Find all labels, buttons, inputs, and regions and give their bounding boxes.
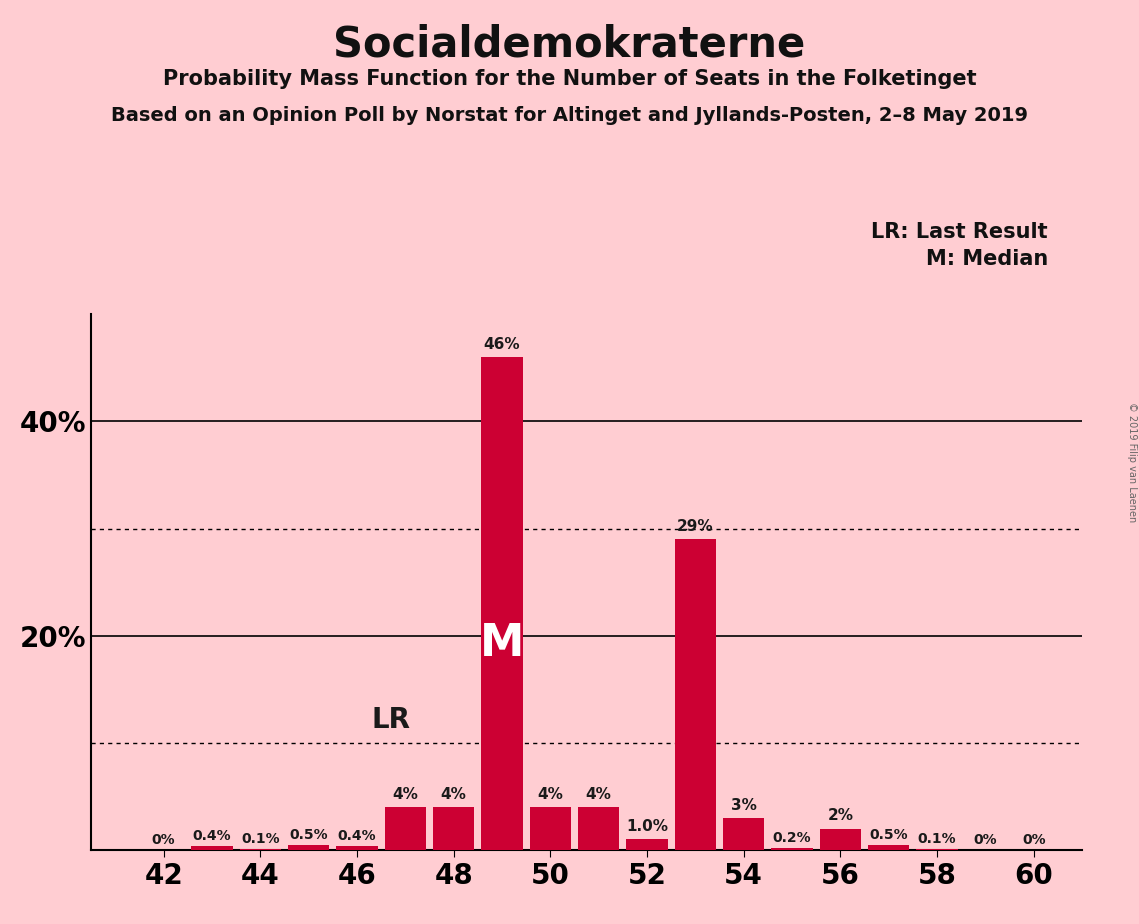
Bar (433, 808, 474, 850)
Bar (868, 845, 909, 850)
Bar (336, 845, 377, 850)
Text: 4%: 4% (392, 787, 418, 802)
Bar (530, 808, 571, 850)
Text: Probability Mass Function for the Number of Seats in the Folketinget: Probability Mass Function for the Number… (163, 69, 976, 90)
Bar (385, 808, 426, 850)
Text: M: Median: M: Median (926, 249, 1048, 270)
Bar (820, 829, 861, 850)
Text: 29%: 29% (677, 519, 714, 534)
Text: 0.1%: 0.1% (918, 832, 957, 845)
Text: 0.5%: 0.5% (869, 828, 908, 842)
Text: 4%: 4% (441, 787, 467, 802)
Text: 1.0%: 1.0% (626, 819, 667, 834)
Text: LR: Last Result: LR: Last Result (871, 222, 1048, 242)
Text: Based on an Opinion Poll by Norstat for Altinget and Jyllands-Posten, 2–8 May 20: Based on an Opinion Poll by Norstat for … (110, 106, 1029, 126)
Text: 4%: 4% (585, 787, 612, 802)
Text: 2%: 2% (827, 808, 853, 823)
Bar (917, 849, 958, 850)
Text: 0.4%: 0.4% (192, 829, 231, 843)
Text: 0%: 0% (974, 833, 997, 847)
Text: 46%: 46% (484, 336, 521, 352)
Bar (288, 845, 329, 850)
Bar (579, 808, 620, 850)
Text: © 2019 Filip van Laenen: © 2019 Filip van Laenen (1126, 402, 1137, 522)
Text: 0.2%: 0.2% (772, 831, 811, 845)
Text: 0.1%: 0.1% (241, 832, 279, 845)
Text: 0%: 0% (151, 833, 175, 847)
Bar (723, 818, 764, 850)
Text: LR: LR (371, 706, 410, 735)
Bar (482, 357, 523, 850)
Text: 0%: 0% (1022, 833, 1046, 847)
Text: 0.5%: 0.5% (289, 828, 328, 842)
Text: M: M (480, 622, 524, 664)
Text: 3%: 3% (731, 797, 756, 812)
Bar (240, 849, 281, 850)
Bar (191, 845, 232, 850)
Bar (626, 839, 667, 850)
Text: Socialdemokraterne: Socialdemokraterne (334, 23, 805, 65)
Text: 0.4%: 0.4% (337, 829, 376, 843)
Bar (771, 848, 812, 850)
Bar (674, 540, 716, 850)
Text: 4%: 4% (538, 787, 564, 802)
